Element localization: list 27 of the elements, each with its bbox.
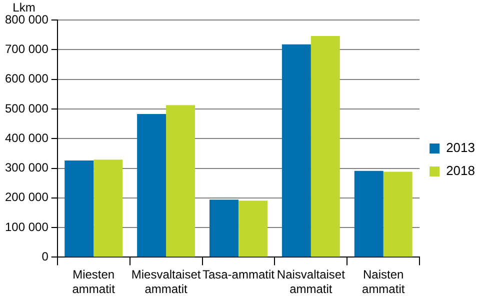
y-axis-title: Lkm xyxy=(12,0,36,14)
y-tick-label: 700 000 xyxy=(4,42,49,56)
bar xyxy=(210,200,238,257)
x-tick-label: Naisten ammatit xyxy=(362,268,406,296)
y-tick-label: 400 000 xyxy=(4,130,49,145)
x-tick-label: Miesvaltaiset ammatit xyxy=(131,268,202,296)
y-tick-label: 300 000 xyxy=(4,160,49,175)
y-tick-label: 600 000 xyxy=(4,72,49,86)
y-tick-label: 0 xyxy=(42,250,49,264)
bar xyxy=(238,200,268,257)
legend-label: 2018 xyxy=(446,163,475,178)
bar xyxy=(64,160,94,257)
y-tick-label: 500 000 xyxy=(4,101,49,116)
bar xyxy=(383,172,412,257)
x-tick-label: Tasa-ammatit xyxy=(202,268,276,282)
bar xyxy=(166,105,196,257)
y-tick-label: 200 000 xyxy=(4,190,49,204)
bar xyxy=(354,170,384,257)
y-tick-label: 800 000 xyxy=(4,12,49,26)
bar xyxy=(310,36,340,257)
bar xyxy=(282,44,311,257)
x-tick-label: Miesten ammatit xyxy=(72,268,116,296)
bar xyxy=(94,160,123,257)
bar xyxy=(137,114,166,257)
y-tick-label: 100 000 xyxy=(4,220,49,234)
legend-label: 2013 xyxy=(446,140,475,156)
x-tick-label: Naisvaltaiset ammatit xyxy=(276,268,346,296)
